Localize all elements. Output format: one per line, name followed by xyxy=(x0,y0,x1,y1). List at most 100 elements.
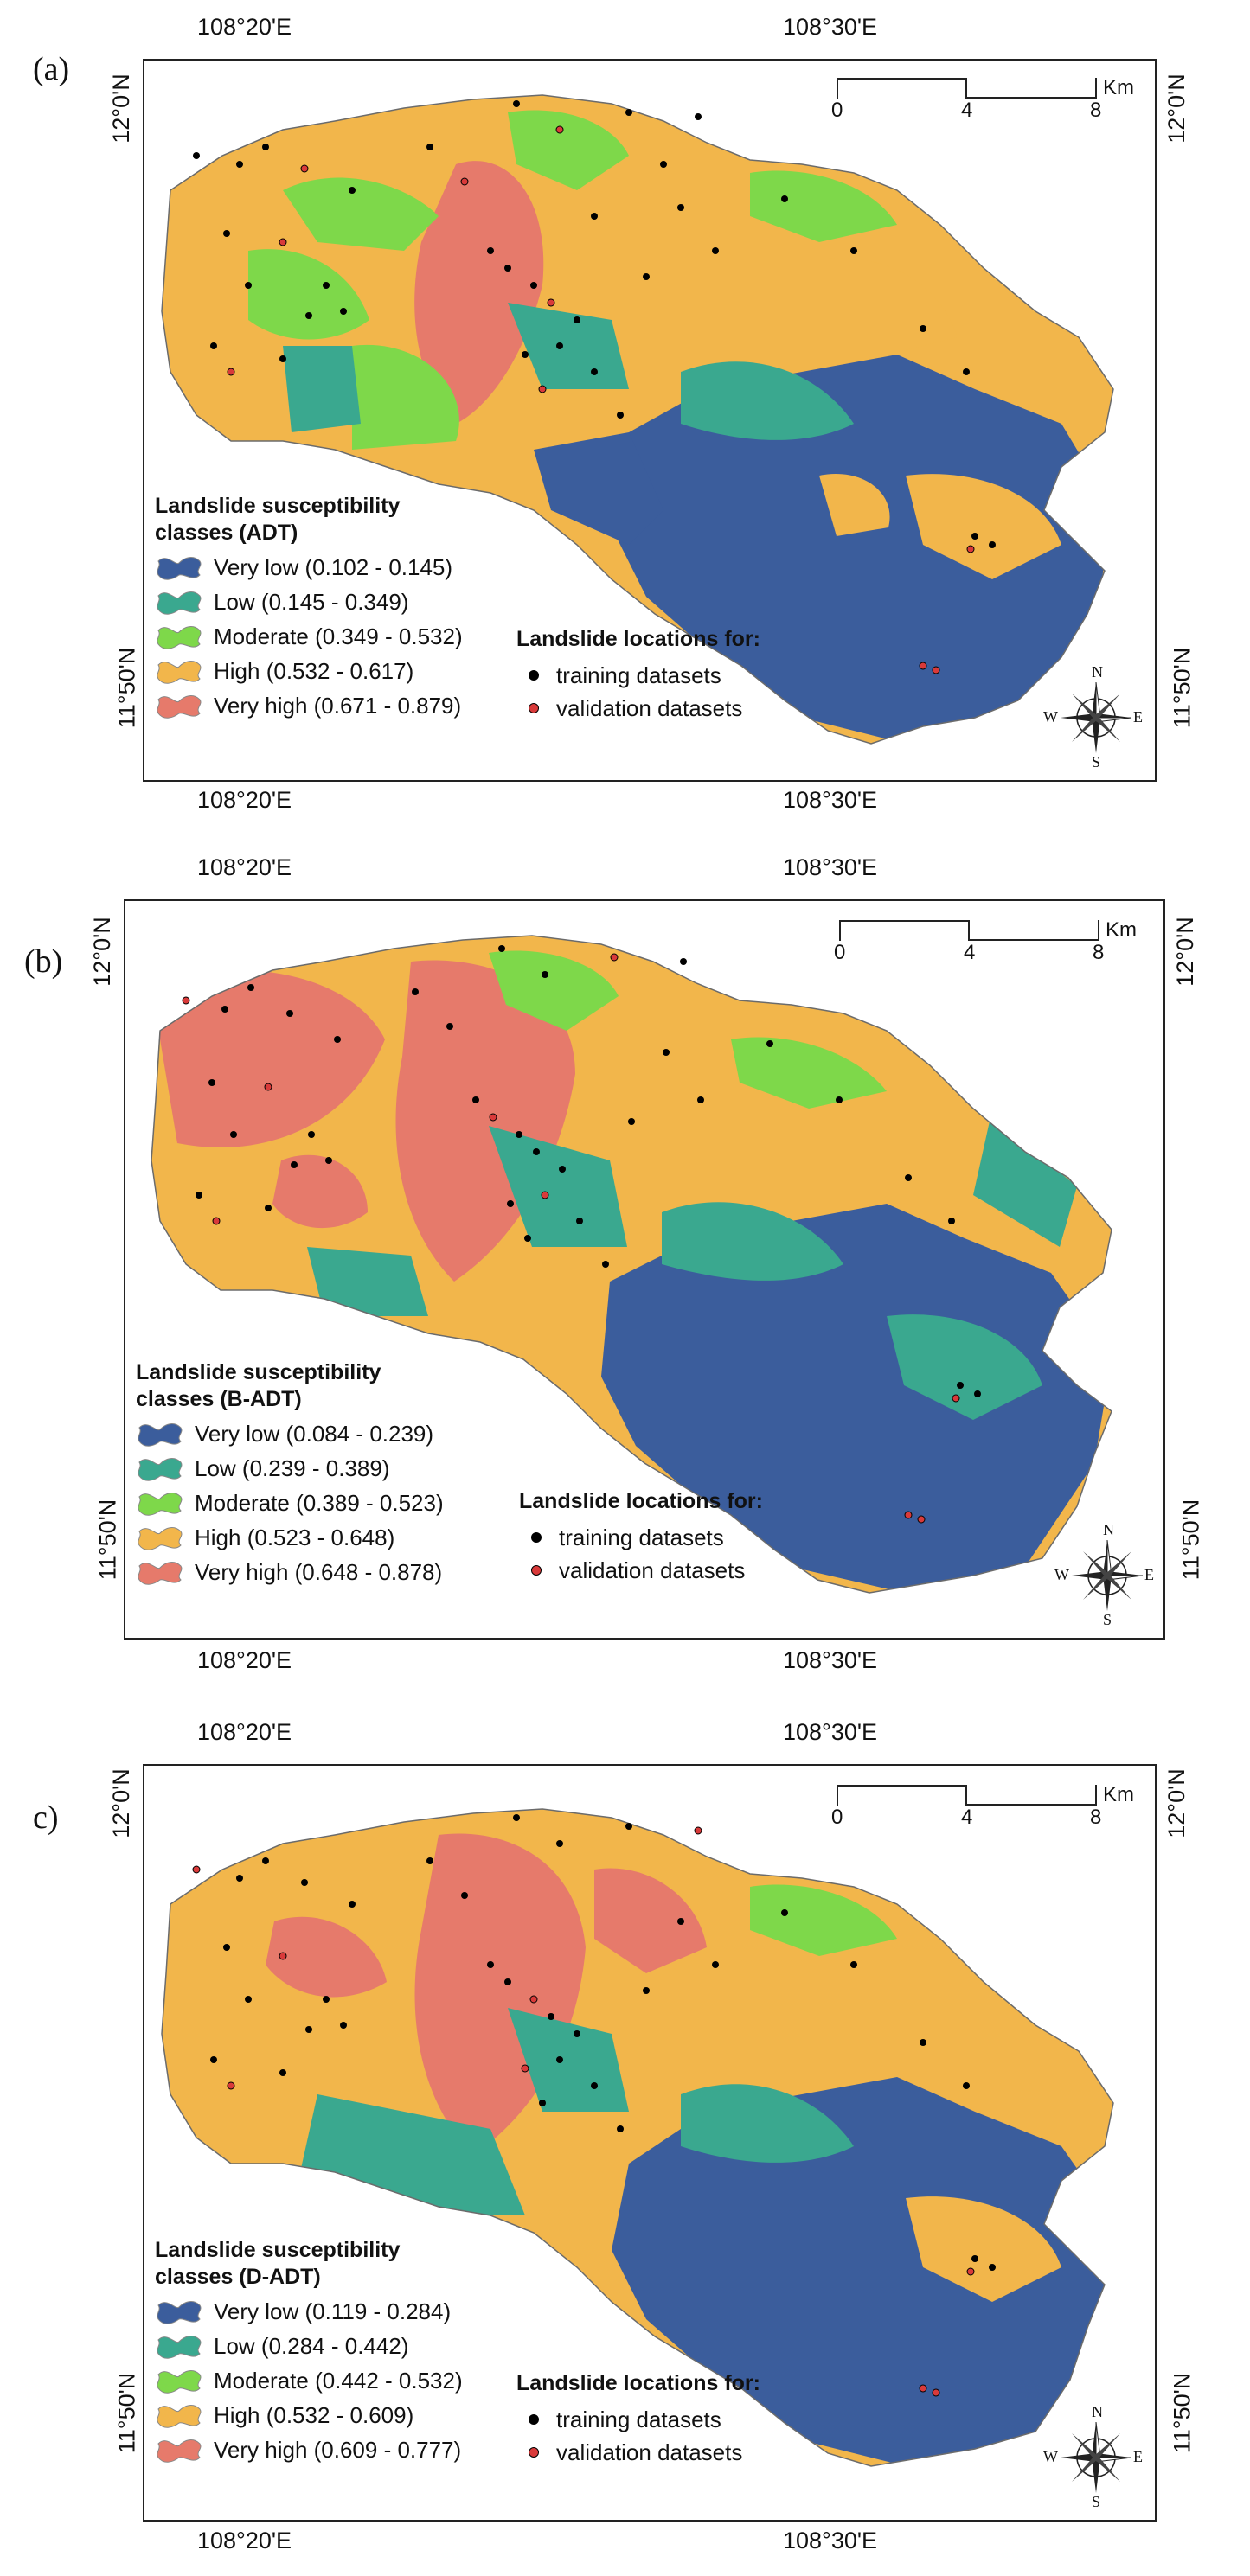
right-bottom-latitude: 11°50'N xyxy=(1177,1499,1204,1581)
bottom-right-longitude: 108°30'E xyxy=(783,1647,878,1673)
landslide-points xyxy=(192,1814,996,2397)
locations-item: training datasets xyxy=(516,2403,760,2436)
susceptibility-map xyxy=(161,94,1114,745)
left-bottom-latitude: 11°50'N xyxy=(94,1499,121,1581)
scale-tick-0: 0 xyxy=(831,1806,843,1829)
high-swatch xyxy=(157,661,202,684)
moderate-swatch xyxy=(157,2370,202,2394)
panel-label: (a) xyxy=(33,51,70,87)
compass-rose: N S E W xyxy=(1043,2403,1144,2510)
landslide-locations-legend: Landslide locations for: training datase… xyxy=(519,1489,763,1587)
left-top-latitude: 12°0'N xyxy=(88,917,115,987)
right-top-latitude: 12°0'N xyxy=(1171,917,1198,987)
high-swatch xyxy=(138,1527,183,1550)
locations-title: Landslide locations for: xyxy=(516,2371,760,2395)
legend-label: Low (0.239 - 0.389) xyxy=(195,1454,390,1481)
panel-label: (b) xyxy=(24,943,63,980)
locations-item: validation datasets xyxy=(516,692,760,725)
validation-dot xyxy=(531,1565,542,1576)
low-swatch xyxy=(157,2336,202,2359)
validation-dot xyxy=(529,703,539,713)
compass-west: W xyxy=(1054,1566,1069,1583)
very-high-swatch xyxy=(157,2439,202,2463)
low-swatch xyxy=(138,1458,183,1481)
top-right-longitude: 108°30'E xyxy=(783,14,878,40)
compass-west: W xyxy=(1043,2448,1058,2465)
legend-title-line2: classes (B-ADT) xyxy=(136,1387,302,1411)
locations-label: validation datasets xyxy=(556,2439,743,2465)
landslide-points xyxy=(193,100,996,674)
scale-tick-8: 8 xyxy=(1093,941,1105,964)
legend-item: Very low (0.102 - 0.145) xyxy=(155,550,463,585)
compass-icon xyxy=(1061,681,1132,753)
very-low-swatch xyxy=(157,557,202,580)
bottom-right-longitude: 108°30'E xyxy=(783,2528,878,2554)
compass-east: E xyxy=(1133,708,1143,725)
compass-west: W xyxy=(1043,708,1058,725)
map-frame: Landslide susceptibility classes (D-ADT)… xyxy=(143,1764,1157,2522)
scale-unit: Km xyxy=(1103,1783,1134,1806)
compass-icon xyxy=(1061,2421,1132,2493)
training-dot xyxy=(529,670,539,681)
legend-item: Moderate (0.349 - 0.532) xyxy=(155,619,463,654)
scale-bar: 0 4 8 Km xyxy=(828,69,1148,122)
right-bottom-latitude: 11°50'N xyxy=(1169,647,1196,729)
scale-bar-lines xyxy=(837,1785,1097,1806)
very-high-swatch xyxy=(157,695,202,719)
map-frame: Landslide susceptibility classes (B-ADT)… xyxy=(124,899,1165,1640)
legend-item: Low (0.145 - 0.349) xyxy=(155,585,463,619)
left-top-latitude: 12°0'N xyxy=(107,1768,134,1838)
compass-north: N xyxy=(1103,1521,1114,1538)
top-left-longitude: 108°20'E xyxy=(197,14,292,40)
susceptibility-map xyxy=(151,935,1112,1594)
right-top-latitude: 12°0'N xyxy=(1163,74,1189,144)
legend-title-line1: Landslide susceptibility xyxy=(155,494,401,518)
scale-unit: Km xyxy=(1106,918,1137,942)
landslide-points xyxy=(182,945,981,1524)
legend: Landslide susceptibility classes (ADT) V… xyxy=(155,493,463,723)
bottom-right-longitude: 108°30'E xyxy=(783,787,878,813)
bottom-left-longitude: 108°20'E xyxy=(197,1647,292,1673)
scale-tick-8: 8 xyxy=(1090,99,1102,122)
legend-label: Very high (0.648 - 0.878) xyxy=(195,1558,443,1585)
scale-bar: 0 4 8 Km xyxy=(828,1776,1148,1829)
locations-item: training datasets xyxy=(516,659,760,692)
very-low-swatch xyxy=(157,2301,202,2324)
legend-label: High (0.532 - 0.617) xyxy=(214,657,414,684)
moderate-swatch xyxy=(157,626,202,649)
legend-title-line2: classes (ADT) xyxy=(155,521,298,545)
left-bottom-latitude: 11°50'N xyxy=(113,2372,140,2454)
legend-item: Low (0.284 - 0.442) xyxy=(155,2329,463,2363)
compass-south: S xyxy=(1092,2493,1101,2510)
legend: Landslide susceptibility classes (D-ADT)… xyxy=(155,2237,463,2467)
bottom-left-longitude: 108°20'E xyxy=(197,2528,292,2554)
validation-dot xyxy=(529,2447,539,2458)
right-top-latitude: 12°0'N xyxy=(1163,1768,1189,1838)
legend-label: Moderate (0.389 - 0.523) xyxy=(195,1489,444,1516)
legend-title-line1: Landslide susceptibility xyxy=(136,1360,381,1384)
training-dot xyxy=(529,2414,539,2425)
locations-label: validation datasets xyxy=(556,694,743,721)
locations-item: training datasets xyxy=(519,1521,763,1554)
panel-c: c) 108°20'E 108°30'E 108°20'E 108°30'E 1… xyxy=(0,1716,1250,2576)
compass-east: E xyxy=(1133,2448,1143,2465)
legend-item: High (0.532 - 0.609) xyxy=(155,2398,463,2432)
compass-icon xyxy=(1072,1539,1144,1611)
legend-title-line1: Landslide susceptibility xyxy=(155,2238,401,2262)
locations-label: training datasets xyxy=(559,1524,724,1550)
legend-item: Very low (0.119 - 0.284) xyxy=(155,2294,463,2329)
locations-item: validation datasets xyxy=(516,2436,760,2469)
compass-south: S xyxy=(1103,1611,1112,1628)
locations-title: Landslide locations for: xyxy=(519,1489,763,1513)
susceptibility-map xyxy=(161,1808,1114,2467)
bottom-left-longitude: 108°20'E xyxy=(197,787,292,813)
locations-item: validation datasets xyxy=(519,1554,763,1587)
legend-item: Moderate (0.442 - 0.532) xyxy=(155,2363,463,2398)
compass-east: E xyxy=(1144,1566,1154,1583)
top-left-longitude: 108°20'E xyxy=(197,854,292,880)
scale-bar-lines xyxy=(837,78,1097,99)
left-bottom-latitude: 11°50'N xyxy=(113,647,140,729)
scale-unit: Km xyxy=(1103,76,1134,99)
scale-bar: 0 4 8 Km xyxy=(830,911,1151,964)
locations-title: Landslide locations for: xyxy=(516,627,760,651)
